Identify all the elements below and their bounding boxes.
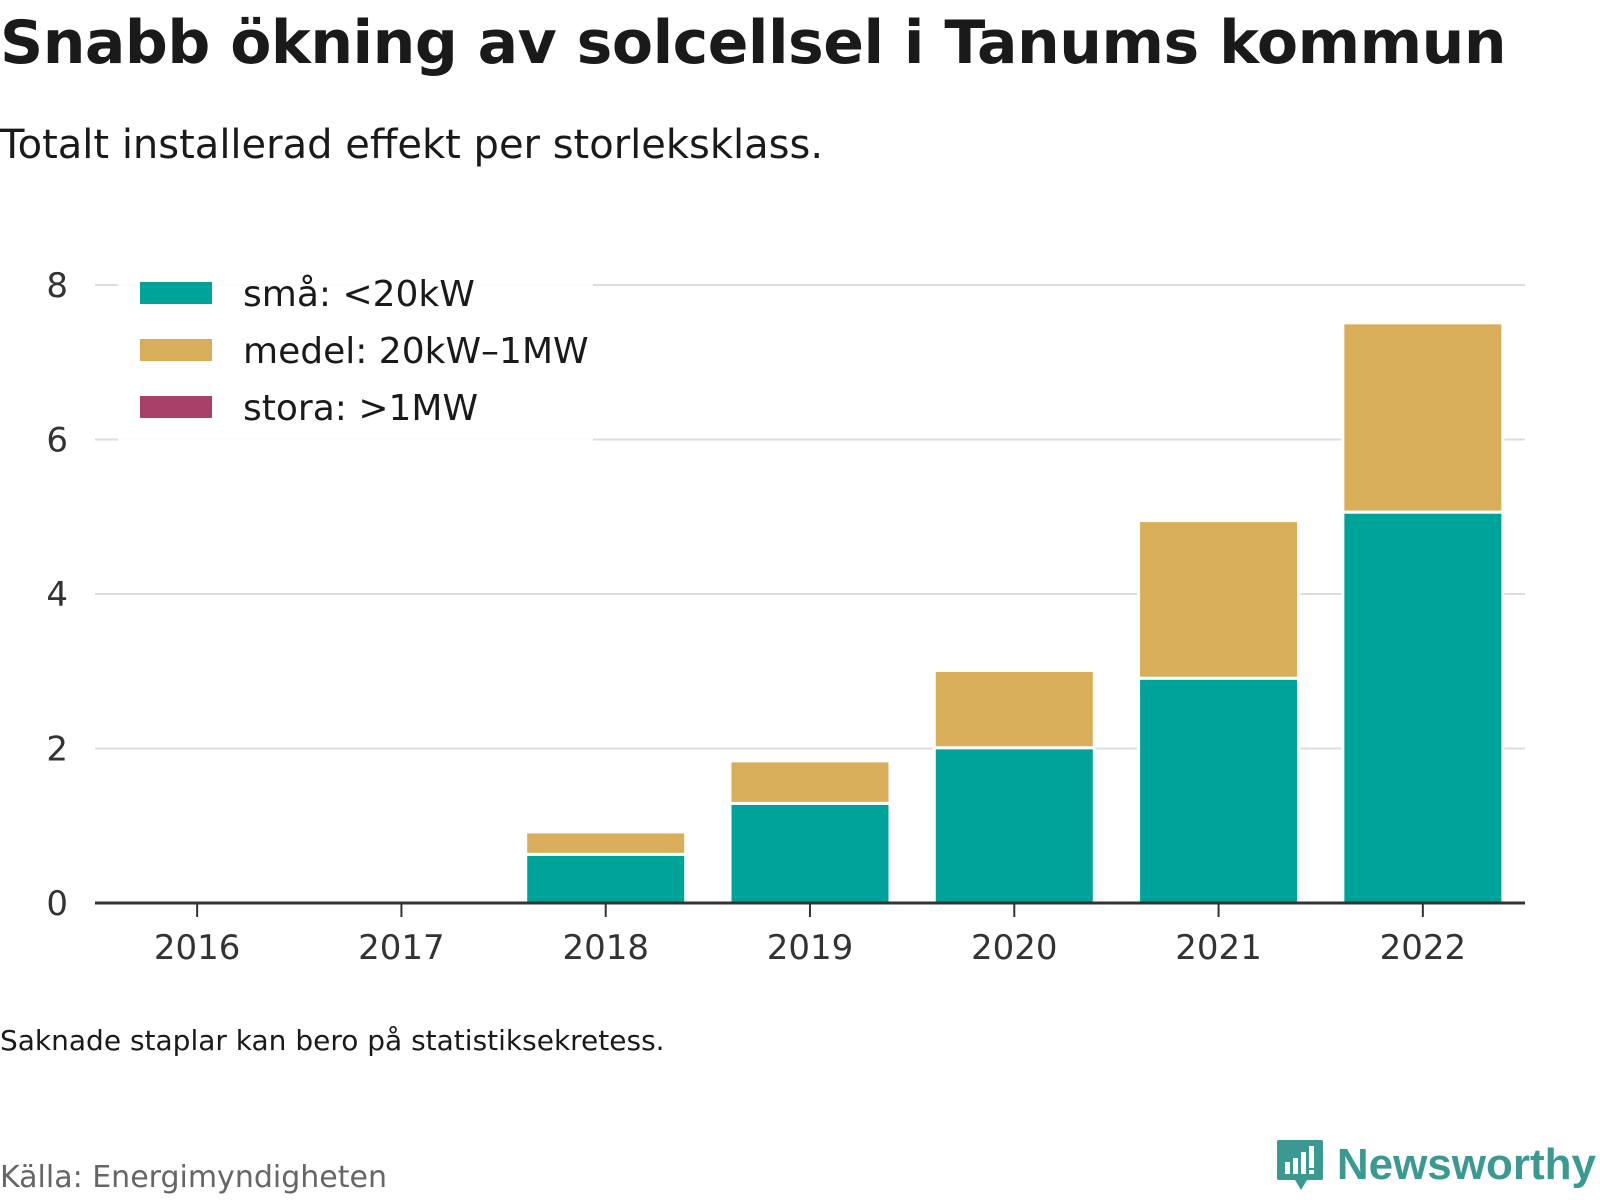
brand-logo[interactable]: Newsworthy — [1275, 1138, 1596, 1192]
y-axis: 0 2 4 6 8 — [46, 266, 68, 924]
bar-segment — [728, 801, 892, 905]
x-tick-label: 2016 — [154, 928, 241, 968]
chart-title: Snabb ökning av solcellsel i Tanums komm… — [0, 8, 1507, 78]
bar-segment — [1341, 321, 1505, 514]
y-tick-label: 6 — [46, 421, 68, 461]
x-tick-label: 2019 — [767, 928, 854, 968]
legend-swatch — [140, 282, 212, 304]
legend-label: stora: >1MW — [243, 388, 478, 429]
source-credit: Källa: Energimyndigheten — [0, 1160, 387, 1195]
x-tick-label: 2021 — [1175, 928, 1262, 968]
legend: små: <20kW medel: 20kW–1MW stora: >1MW — [118, 258, 593, 448]
bar-segment — [728, 759, 892, 805]
y-tick-label: 4 — [46, 575, 68, 615]
bar-segment — [524, 830, 688, 856]
bar-segment — [1137, 519, 1301, 680]
legend-label: små: <20kW — [243, 274, 475, 315]
legend-label: medel: 20kW–1MW — [243, 331, 589, 372]
bar-segment — [1137, 676, 1301, 905]
x-axis: 2016 2017 2018 2019 2020 2021 2022 — [95, 901, 1525, 968]
y-tick-label: 2 — [46, 730, 68, 770]
newsworthy-logo-icon — [1276, 1140, 1323, 1190]
x-tick-label: 2022 — [1380, 928, 1467, 968]
bar-segment — [932, 668, 1096, 750]
bars — [524, 321, 1505, 905]
bar-segment — [524, 852, 688, 905]
chart-subtitle: Totalt installerad effekt per storlekskl… — [0, 122, 824, 168]
x-tick-label: 2018 — [562, 928, 649, 968]
footnote: Saknade staplar kan bero på statistiksek… — [0, 1024, 665, 1057]
x-tick-label: 2020 — [971, 928, 1058, 968]
brand-name: Newsworthy — [1336, 1140, 1596, 1189]
y-tick-label: 8 — [46, 266, 68, 306]
bar-segment — [932, 746, 1096, 905]
legend-swatch — [140, 396, 212, 418]
x-tick-label: 2017 — [358, 928, 445, 968]
bar-segment — [1341, 510, 1505, 905]
y-tick-label: 0 — [46, 884, 68, 924]
legend-swatch — [140, 339, 212, 361]
